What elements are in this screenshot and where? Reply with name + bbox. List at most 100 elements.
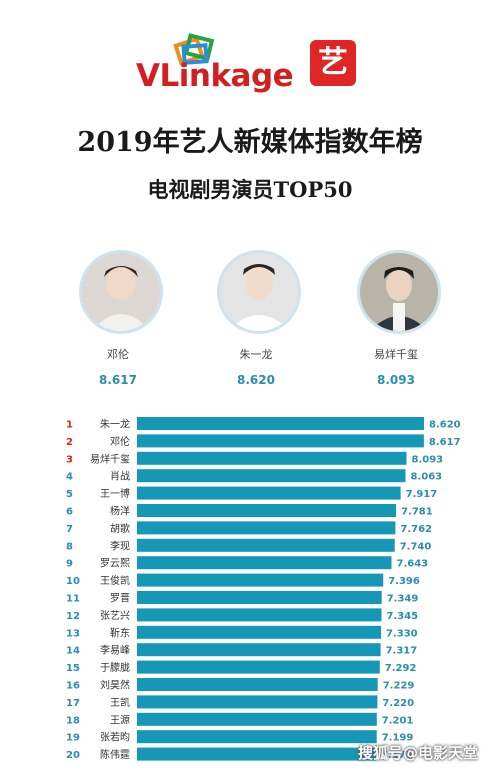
category-label: 胡歌 [110,522,130,535]
brand-text: VLinkage [136,58,294,94]
value-label: 8.063 [411,472,443,483]
yi-badge: 艺 [310,40,356,86]
chart-bar [137,747,376,761]
podium-card-center: 朱一龙 8.620 [206,250,310,390]
value-label: 7.396 [388,576,420,587]
rank-label: 4 [66,472,73,483]
chart-bar [137,486,401,500]
chart-bar [137,521,396,535]
category-label: 罗云熙 [100,558,130,570]
chart-bar [137,643,381,657]
category-label: 罗晋 [110,593,130,605]
podium-name: 易烊千玺 [374,348,418,361]
rank-label: 2 [66,437,73,448]
chart-bar [137,625,381,639]
rank-label: 10 [66,576,80,587]
category-label: 张艺兴 [100,610,130,622]
person-photo-icon [360,253,438,331]
value-label: 7.292 [385,663,417,674]
chart-bar [137,695,378,709]
value-label: 7.330 [386,628,418,639]
chart-bar [137,556,392,570]
chart-bar [137,678,378,691]
value-label: 7.229 [383,681,415,692]
page-title: 2019年艺人新媒体指数年榜 [77,127,423,158]
rank-label: 6 [66,507,73,518]
value-label: 7.317 [386,646,418,657]
category-label: 邓伦 [110,435,130,448]
podium-score: 8.093 [377,373,415,387]
value-label: 7.201 [382,715,414,726]
page-subtitle: 电视剧男演员TOP50 [147,177,353,202]
rank-label: 20 [66,750,80,761]
rank-label: 7 [66,524,73,535]
avatar [357,250,441,334]
value-label: 7.762 [400,524,432,535]
chart-bar [137,469,406,483]
chart-bar [137,504,397,517]
chart-bar [137,608,382,622]
category-label: 杨洋 [110,505,130,518]
podium-score: 8.620 [237,373,275,387]
rank-label: 15 [66,663,80,674]
value-label: 7.220 [382,698,414,709]
category-label: 张若昀 [100,731,130,744]
chart-bar [137,730,377,744]
avatar [79,250,163,334]
category-label: 王俊凯 [100,574,130,587]
chart-bar [137,591,382,604]
podium-name: 邓伦 [107,348,129,361]
value-label: 7.781 [401,507,433,518]
category-label: 朱一龙 [100,418,130,431]
category-label: 于朦胧 [100,661,130,674]
category-label: 王源 [110,713,130,726]
category-label: 靳东 [110,626,130,639]
rank-label: 19 [66,733,80,744]
category-label: 陈伟霆 [100,748,130,761]
rank-label: 14 [66,646,80,657]
category-label: 王一博 [100,487,130,500]
rank-label: 16 [66,681,80,692]
value-label: 8.620 [429,420,461,431]
value-label: 7.345 [387,611,419,622]
rank-label: 5 [66,489,73,500]
value-label: 7.643 [397,559,429,570]
value-label: 7.740 [400,541,432,552]
chart-bar [137,451,407,465]
category-label: 肖战 [110,470,130,483]
value-label: 7.349 [387,594,419,605]
watermark: 搜狐号@电影天堂 [358,744,479,762]
chart-bar [137,712,377,726]
value-label: 7.199 [382,733,414,744]
podium-card-right: 易烊千玺 8.093 [346,250,450,390]
value-label: 8.093 [412,454,444,465]
person-photo-icon [220,253,298,331]
value-label: 7.917 [406,489,438,500]
category-label: 王凯 [110,696,130,709]
chart-bar [137,660,380,674]
rank-label: 11 [66,594,80,605]
rank-label: 9 [66,559,73,570]
chart-bar [137,538,395,552]
category-label: 易烊千玺 [90,452,130,465]
value-label: 8.617 [429,437,461,448]
rank-label: 17 [66,698,80,709]
rank-label: 1 [66,420,73,431]
rank-label: 18 [66,715,80,726]
avatar [217,250,301,334]
podium-card-left: 邓伦 8.617 [68,250,172,390]
category-label: 李易峰 [100,644,130,657]
category-label: 李现 [110,539,130,552]
podium-name: 朱一龙 [239,348,273,361]
logo-area: VLinkage 艺 [0,28,500,100]
rank-label: 12 [66,611,80,622]
category-label: 刘昊然 [100,679,130,692]
podium-score: 8.617 [99,373,137,387]
rank-label: 3 [66,454,73,465]
rank-label: 13 [66,628,80,639]
chart-bar [137,417,424,430]
vlinkage-logo-icon [173,33,215,66]
rank-label: 8 [66,541,73,552]
chart-bar [137,573,384,587]
